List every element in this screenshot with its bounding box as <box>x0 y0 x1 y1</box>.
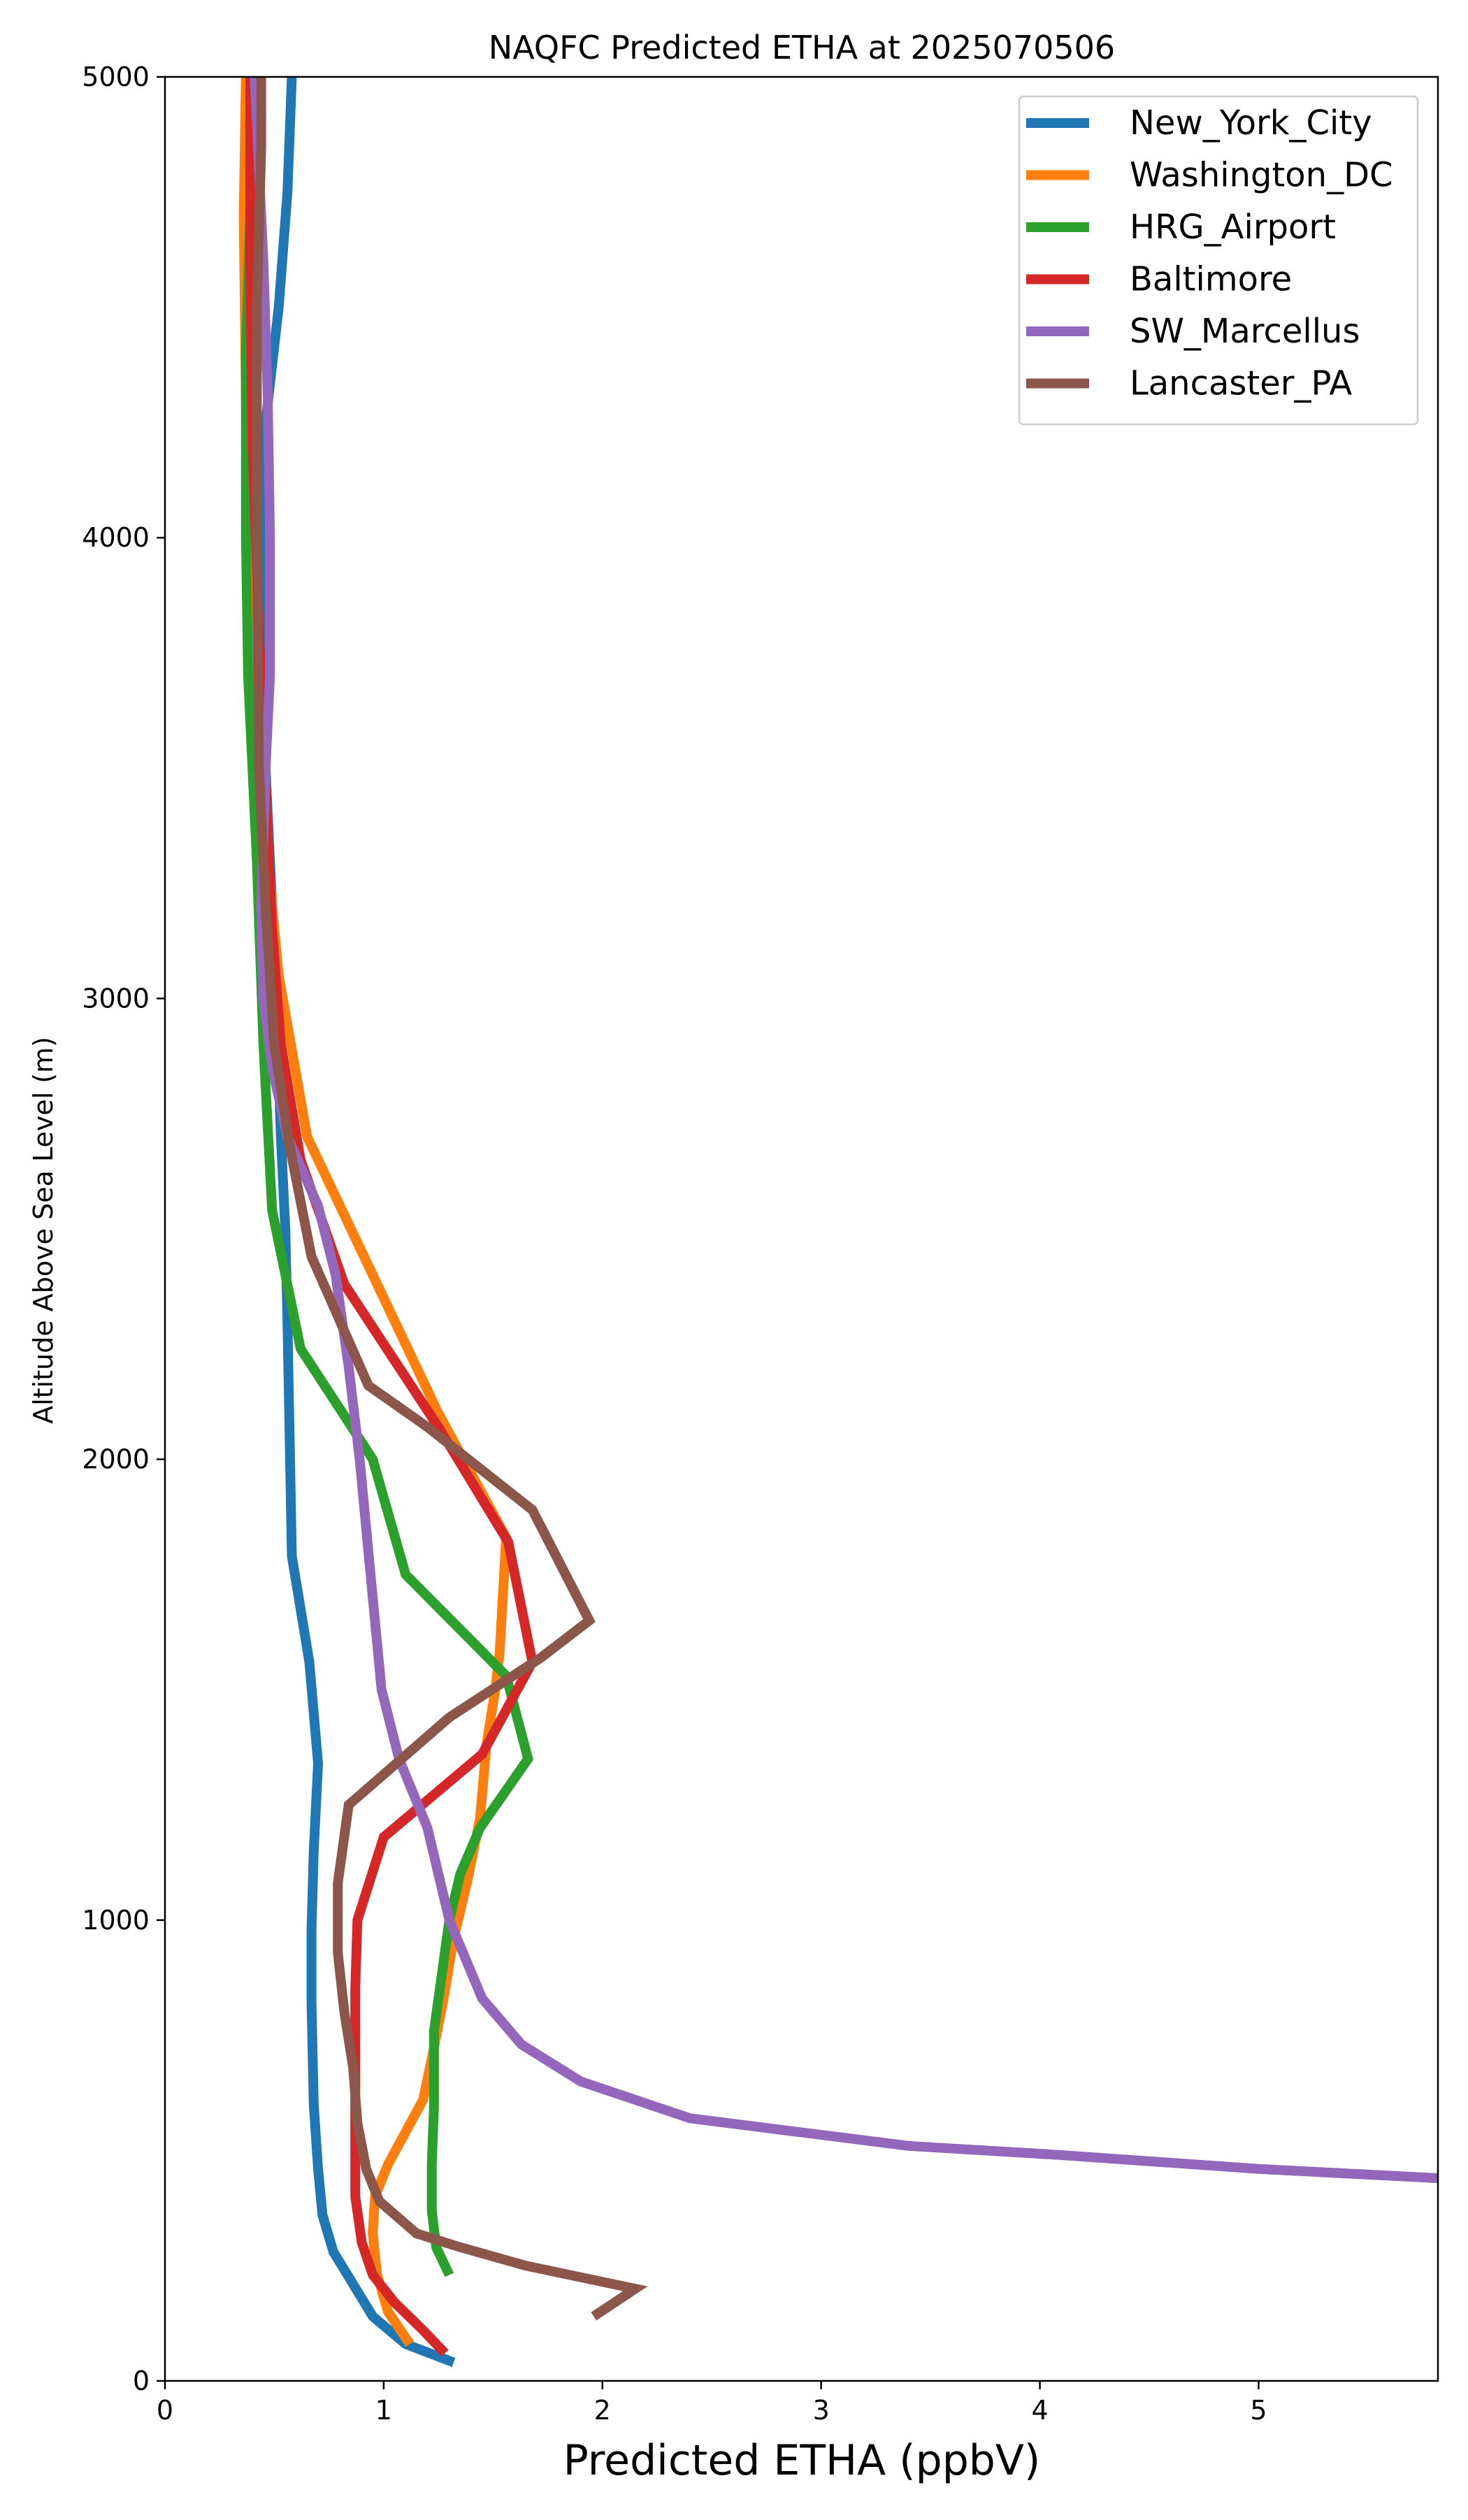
x-tick-label: 0 <box>157 2395 173 2426</box>
y-tick-label: 5000 <box>82 62 150 92</box>
chart-title: NAQFC Predicted ETHA at 2025070506 <box>489 29 1115 66</box>
legend-label: Lancaster_PA <box>1130 364 1352 403</box>
legend: New_York_City Washington_DC HRG_Airport Bal… <box>1018 95 1419 426</box>
axes-frame <box>164 75 1439 2382</box>
y-tick-label: 0 <box>133 2366 150 2396</box>
legend-label: HRG_Airport <box>1130 208 1336 247</box>
y-tick-label: 1000 <box>82 1905 150 1936</box>
legend-label: Baltimore <box>1130 260 1292 299</box>
x-axis-label: Predicted ETHA (ppbV) <box>563 2436 1041 2485</box>
series-line-lancaster-pa <box>252 77 648 2321</box>
legend-label: New_York_City <box>1130 103 1372 143</box>
y-tick-label: 4000 <box>82 522 150 553</box>
series-line-hrg-airport <box>240 77 533 2277</box>
legend-label: SW_Marcellus <box>1130 312 1360 351</box>
x-tick-label: 3 <box>813 2395 830 2426</box>
y-axis-label: Altitude Above Sea Level (m) <box>28 1037 59 1424</box>
legend-box <box>1018 95 1419 426</box>
legend-label: Washington_DC <box>1130 156 1393 195</box>
x-tick-label: 1 <box>375 2395 392 2426</box>
x-tick-label: 5 <box>1250 2395 1267 2426</box>
x-tick-label: 2 <box>594 2395 611 2426</box>
y-tick-label: 2000 <box>82 1444 150 1475</box>
y-tick-label: 3000 <box>82 983 150 1014</box>
plot-area: 0 1 2 3 4 5 0 1000 2000 3000 4000 5000 <box>82 62 1439 2426</box>
series-line-sw-marcellus <box>250 77 1438 2183</box>
x-tick-label: 4 <box>1031 2395 1048 2426</box>
